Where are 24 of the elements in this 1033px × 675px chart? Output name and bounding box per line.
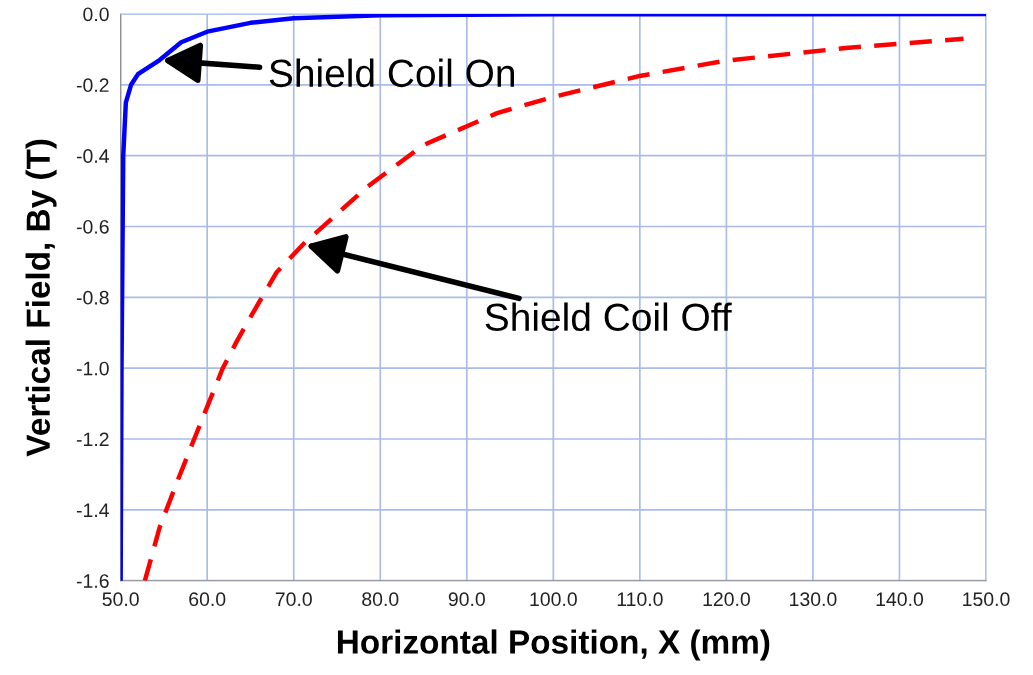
annotation: Shield Coil Off bbox=[485, 302, 732, 332]
annotation: Shield Coil On bbox=[269, 58, 514, 88]
y-tick-label: 0.0 bbox=[83, 7, 109, 22]
x-tick-label: 150.0 bbox=[963, 592, 1010, 607]
x-tick-label: 120.0 bbox=[703, 592, 750, 607]
x-tick-label: 140.0 bbox=[876, 592, 924, 607]
x-tick-label: 50.0 bbox=[102, 592, 139, 607]
x-tick-label: 60.0 bbox=[189, 592, 226, 607]
x-axis-title: Horizontal Position, X (mm) bbox=[337, 629, 770, 661]
x-tick-label: 80.0 bbox=[362, 592, 399, 607]
y-tick-label: -1.4 bbox=[76, 503, 109, 517]
y-tick-label: -0.4 bbox=[76, 149, 109, 163]
x-tick-label: 90.0 bbox=[448, 592, 485, 607]
y-tick-label: -0.6 bbox=[76, 219, 109, 234]
y-tick-label: -0.8 bbox=[76, 290, 109, 305]
x-tick-label: 110.0 bbox=[617, 592, 663, 607]
y-tick-label: -1.0 bbox=[76, 361, 109, 376]
x-tick-label: 70.0 bbox=[275, 592, 312, 607]
y-tick-label: -0.2 bbox=[76, 78, 109, 93]
x-tick-label: 100.0 bbox=[530, 592, 577, 607]
x-tick-label: 130.0 bbox=[790, 592, 837, 607]
y-tick-label: -1.2 bbox=[76, 432, 109, 447]
y-tick-label: -1.6 bbox=[76, 574, 109, 588]
y-axis-title: Vertical Field, By (T) bbox=[25, 139, 57, 457]
